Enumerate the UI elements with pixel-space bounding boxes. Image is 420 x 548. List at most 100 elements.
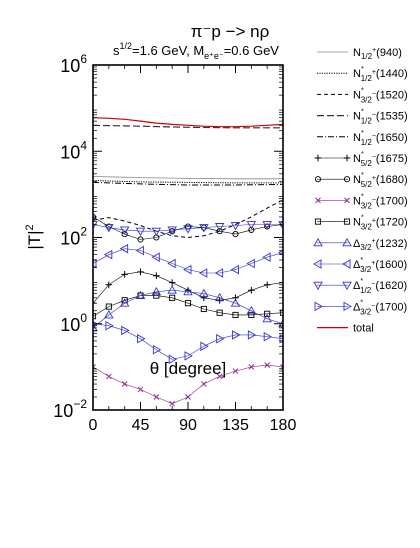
series-8-point-7 [200,305,207,313]
series-8-point-9 [232,311,239,318]
series-line-1 [93,180,283,184]
series-line-3 [93,124,283,129]
series-10-point-6 [183,264,192,275]
series-9-point-10 [246,305,257,315]
series-10-point-1 [103,249,113,260]
series-9-point-6 [183,286,193,296]
series-8-point-11 [264,310,271,317]
x-tick-label-2: 90 [179,417,197,434]
x-tick-label-4: 180 [270,417,297,434]
x-tick-label-3: 135 [222,417,249,434]
series-5-point-4 [153,272,160,280]
series-7-point-11 [264,362,271,368]
legend-label-2: N* 3/2−(1520) [353,87,408,104]
series-10-point-3 [135,245,144,256]
series-line-4 [93,181,283,186]
series-11-point-2 [119,226,130,235]
series-10-point-5 [167,258,176,269]
series-12-point-2 [121,325,130,336]
series-12-point-12 [279,333,283,344]
series-7-point-9 [232,368,239,374]
series-10-point-4 [151,252,160,262]
series-9-point-3 [135,290,146,300]
legend-marker-b-12 [343,301,352,312]
series-5-point-2 [121,271,128,278]
series-9-point-7 [199,288,209,298]
legend-marker-a-11 [313,281,323,291]
series-11-point-7 [199,224,209,233]
series-5-point-10 [248,286,255,294]
series-8-point-6 [184,300,192,307]
chart-title: π⁻p −> nρ [191,22,270,41]
series-12-point-11 [263,331,273,342]
y-tick-label-4: 106 [60,52,87,76]
series-9-point-8 [214,292,225,302]
legend-marker-a-7 [315,197,321,204]
series-9-point-2 [119,298,130,307]
series-6-point-8 [216,228,223,235]
legend: N1/2+(940) N* 1/2+(1440) N* 3/2−(1520) N* 1/2−… [313,47,408,335]
series-9-point-4 [151,286,162,296]
series-10-point-8 [214,268,224,278]
y-tick-label-3: 104 [60,138,87,162]
legend-marker-b-5 [343,154,351,162]
series-7-point-5 [169,400,176,407]
legend-marker-a-8 [314,218,322,225]
legend-label-12: Δ* 3/2−(1700) [353,299,407,316]
series-10-point-10 [246,258,255,269]
legend-label-13: total [353,323,374,335]
legend-marker-b-10 [342,259,351,269]
series-8-point-1 [105,303,112,310]
series-7-point-2 [121,381,128,387]
series-line-0 [93,176,283,180]
series-7-point-6 [185,394,191,400]
series-9-point-0 [93,323,98,332]
series-10-point-7 [198,268,208,278]
series-10-point-9 [230,264,239,275]
series-line-12 [93,323,283,360]
series-11-point-9 [230,222,241,231]
series-6-point-9 [232,231,239,238]
series-12-point-8 [216,333,225,344]
plot-area [93,117,283,407]
series-11-point-0 [93,221,98,230]
series-line-10 [93,248,283,274]
series-9-point-9 [230,298,241,307]
legend-label-5: N* 5/2−(1675) [353,151,408,168]
axes: 0 45 90 135 180 10−2 100 102 104 106 [53,52,296,434]
x-tick-label-1: 45 [132,417,150,434]
series-line-11 [93,224,283,232]
series-5-point-7 [200,294,208,302]
legend-label-11: Δ* 1/2−(1620) [353,278,407,295]
series-5-point-1 [105,281,113,289]
series-6-point-6 [184,223,192,230]
series-5-point-11 [263,281,271,289]
y-axis-label: |T|2 [24,224,44,249]
series-11-point-5 [167,226,177,235]
series-12-point-5 [168,354,178,365]
series-5-point-9 [232,294,239,302]
series-11-point-4 [151,227,162,237]
series-6-point-2 [121,231,128,238]
series-11-point-11 [262,221,272,230]
legend-label-8: N* 3/2+(1720) [353,215,408,232]
series-8-point-4 [153,292,160,299]
series-12-point-9 [232,330,241,340]
series-11-point-1 [104,224,114,233]
series-line-8 [93,295,283,317]
series-6-point-3 [137,236,144,243]
x-tick-label-0: 0 [89,417,98,434]
legend-label-7: N* 3/2−(1700) [353,193,408,210]
series-line-13 [93,117,283,128]
legend-label-1: N* 1/2+(1440) [353,66,408,83]
legend-label-3: N* 1/2−(1535) [353,109,408,126]
y-tick-label-2: 102 [60,225,87,249]
series-9-point-1 [104,310,114,319]
series-5-point-5 [168,279,176,286]
series-7-point-4 [153,394,160,400]
series-12-point-6 [184,351,193,361]
legend-label-10: Δ* 3/2+(1600) [353,257,407,274]
series-10-point-11 [262,252,271,262]
series-11-point-12 [278,221,283,230]
